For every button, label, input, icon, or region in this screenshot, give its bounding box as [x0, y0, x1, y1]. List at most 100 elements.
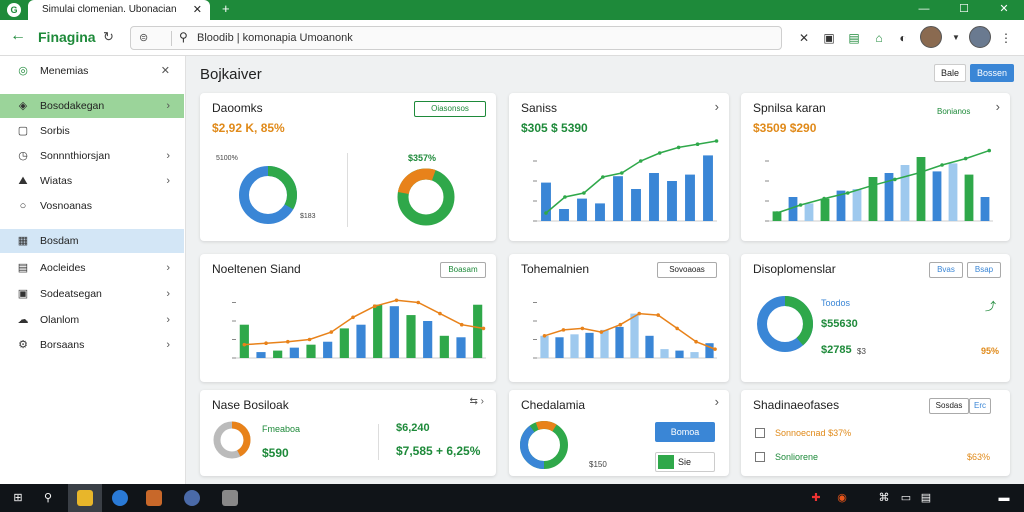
card-action-button[interactable]: Sosdas — [929, 398, 969, 414]
pin-icon[interactable]: ✕ — [798, 31, 810, 45]
donut-tick: $183 — [300, 213, 316, 220]
color-swatch — [658, 455, 674, 469]
trend-point — [987, 148, 992, 153]
sidebar-item-label: Borsaans — [40, 339, 85, 351]
card-action-button[interactable]: Sovoaoas — [657, 262, 717, 278]
minimize-button[interactable]: — — [918, 3, 930, 15]
trend-point — [459, 322, 464, 327]
trend-point — [656, 313, 660, 317]
card-secondary-button[interactable]: Sie — [655, 452, 715, 472]
card-link[interactable]: Bonianos — [937, 107, 971, 116]
sidebar-item-label: Wiatas — [40, 175, 73, 187]
network-icon[interactable]: ⌘ — [878, 492, 890, 504]
bar — [884, 173, 894, 221]
chevron-right-icon[interactable]: › — [714, 99, 719, 114]
taskbar-app-active[interactable] — [68, 484, 102, 512]
bar-chart-noeltenen — [232, 298, 486, 359]
card-action-button[interactable]: Oiasonsos — [414, 101, 486, 117]
home-icon[interactable]: ⌂ — [875, 31, 883, 45]
bar — [804, 203, 814, 221]
close-icon[interactable]: ✕ — [160, 65, 170, 77]
card-button-2[interactable]: Bsap — [967, 262, 1001, 278]
row-label: Sonnoecnad $37% — [775, 428, 851, 438]
sidebar-item-8[interactable]: ☁ Olanlom › — [0, 308, 184, 332]
sidebar-item-0[interactable]: ◈ Bosodakegan › — [0, 94, 184, 118]
trend-point — [963, 156, 968, 161]
sidebar-item-7[interactable]: ▣ Sodeatsegan › — [0, 282, 184, 306]
list-icon: ▤ — [17, 262, 29, 274]
bar — [615, 326, 624, 358]
bar — [456, 337, 466, 358]
calendar-icon[interactable]: ▣ — [823, 31, 835, 45]
active-tab[interactable]: Simulai clomenian. Ubonacian ✕ — [28, 0, 210, 20]
reload-icon[interactable]: ↻ — [103, 29, 114, 44]
maximize-button[interactable]: ☐ — [959, 3, 969, 15]
user-avatar[interactable] — [969, 26, 991, 48]
card-value: $2,92 K, 85% — [212, 121, 285, 135]
volume-icon[interactable]: ◉ — [837, 492, 847, 504]
grid-icon: ▦ — [17, 235, 29, 247]
sidebar-item-5[interactable]: ▦ Bosdam — [0, 229, 184, 253]
bar — [690, 352, 699, 358]
app-icon[interactable] — [184, 490, 200, 506]
chevron-right-icon[interactable]: › — [995, 99, 1000, 114]
primary-button[interactable]: Bossen — [970, 64, 1014, 82]
menu-icon[interactable]: ⋮ — [1000, 31, 1012, 45]
bar — [473, 304, 483, 358]
chevron-right-icon[interactable]: › — [714, 394, 719, 409]
back-arrow-icon[interactable]: ← — [10, 27, 26, 44]
sidebar-item-label: Sodeatsegan — [40, 288, 102, 300]
metric-pct: 95% — [981, 346, 1000, 356]
mail-icon[interactable] — [222, 490, 238, 506]
trend-point — [351, 315, 355, 320]
chevron-down-icon[interactable]: ▼ — [952, 33, 960, 42]
card-button-1[interactable]: Bvas — [929, 262, 963, 278]
browser-icon[interactable] — [112, 490, 128, 506]
checkbox[interactable] — [755, 428, 765, 438]
chevron-right-icon: › — [166, 339, 170, 351]
trend-point — [916, 171, 921, 175]
shield-icon[interactable]: ◐ — [899, 31, 907, 45]
card-title: Daoomks — [212, 101, 263, 115]
checkbox[interactable] — [755, 452, 765, 462]
windows-start-icon[interactable]: ⊞ — [13, 492, 23, 504]
card-primary-button[interactable]: Bomoa — [655, 422, 715, 442]
bar — [980, 197, 990, 221]
bar — [306, 344, 316, 358]
language-icon[interactable]: ▤ — [920, 492, 932, 504]
bar — [339, 328, 349, 358]
bookmark-icon[interactable]: ▤ — [848, 31, 860, 45]
sidebar-item-label: Bosodakegan — [40, 100, 105, 112]
card-action-button[interactable]: Boasam — [440, 262, 486, 278]
sidebar-item-3[interactable]: ⛰ Wiatas › — [0, 169, 184, 193]
trend-point — [694, 339, 698, 344]
tab-close-icon[interactable]: ✕ — [192, 4, 202, 16]
bar — [675, 350, 684, 358]
close-window-button[interactable]: ✕ — [999, 3, 1009, 15]
sidebar-item-4[interactable]: ○ Vosnoanas — [0, 194, 184, 218]
bar — [836, 190, 846, 221]
bar-chart-saniss — [533, 139, 719, 222]
search-icon[interactable]: ⚲ — [43, 492, 53, 504]
profile-avatar[interactable] — [920, 26, 942, 48]
trend-point — [601, 175, 605, 179]
card-nase: Nase Bosiloak ⇆ › Fmeaboa $590 $6,240 $7… — [200, 390, 496, 476]
trend-point — [714, 139, 719, 143]
sidebar-item-6[interactable]: ▤ Aocleides › — [0, 256, 184, 280]
chat-icon[interactable]: ▬ — [998, 492, 1010, 504]
sidebar-item-9[interactable]: ⚙ Borsaans › — [0, 333, 184, 357]
card-title: Shadinaeofases — [753, 398, 840, 412]
new-tab-button[interactable]: + — [222, 1, 230, 16]
notification-icon[interactable]: ✚ — [811, 492, 821, 504]
secondary-button[interactable]: Bale — [934, 64, 966, 82]
card-title: Chedalamia — [521, 398, 586, 412]
sidebar-item-2[interactable]: ◷ Sonnnthiorsjan › — [0, 144, 184, 168]
bar — [273, 350, 283, 358]
card-button-2[interactable]: Erc — [969, 398, 991, 414]
battery-icon[interactable]: ▭ — [900, 492, 912, 504]
expand-icon[interactable]: ⇆ › — [469, 396, 485, 407]
card-title: Spnilsa karan — [753, 101, 826, 115]
address-bar[interactable]: ⊜ ⚲ Bloodib | komonapia Umoanonk — [130, 26, 782, 50]
store-icon[interactable] — [146, 490, 162, 506]
sidebar-item-1[interactable]: ▢ Sorbis — [0, 119, 184, 143]
